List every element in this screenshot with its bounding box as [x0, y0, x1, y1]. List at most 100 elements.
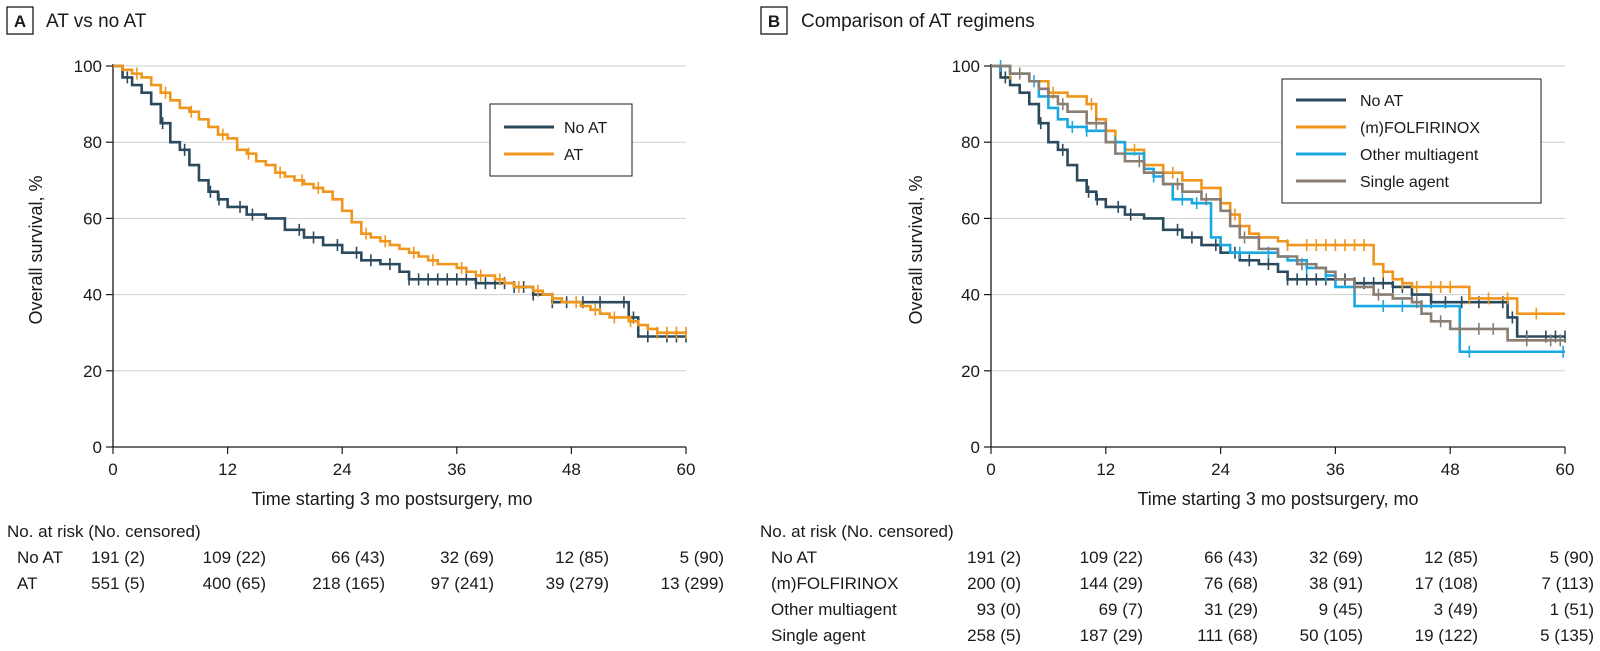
panel-b-risk-row-other-multiagent-label: Other multiagent [771, 600, 897, 619]
panel-b-risk-row-m-folfirinox-value: 76 (68) [1204, 574, 1258, 593]
panel-a-y-axis-label: Overall survival, % [26, 175, 46, 324]
panel-b-y-tick-label-80: 80 [961, 133, 980, 152]
panel-b-risk-row-other-multiagent-value: 9 (45) [1319, 600, 1363, 619]
panel-b-x-tick-label-24: 24 [1211, 460, 1230, 479]
panel-a-risk-row-at-value: 218 (165) [312, 574, 385, 593]
panel-b-risk-row-no-at-value: 109 (22) [1080, 548, 1143, 567]
panel-b-risk-row-no-at-value: 191 (2) [967, 548, 1021, 567]
panel-a-risk-row-no-at-value: 12 (85) [555, 548, 609, 567]
panel-a-risk-row-no-at-label: No AT [17, 548, 63, 567]
panel-b-y-tick-label-20: 20 [961, 362, 980, 381]
panel-b-risk-row-single-agent-value: 5 (135) [1540, 626, 1594, 645]
panel-a-x-tick-label-12: 12 [218, 460, 237, 479]
panel-a-legend-box [489, 103, 633, 177]
panel-a-risk-row-no-at-value: 5 (90) [680, 548, 724, 567]
panel-b-risk-row-m-folfirinox-value: 38 (91) [1309, 574, 1363, 593]
panel-b-risk-row-m-folfirinox-value: 200 (0) [967, 574, 1021, 593]
panel-a-x-tick-label-48: 48 [562, 460, 581, 479]
panel-a-risk-row-at-label: AT [17, 574, 37, 593]
panel-b-risk-row-m-folfirinox-value: 17 (108) [1415, 574, 1478, 593]
panel-b-y-axis: 0 20 40 60 80 100 [952, 57, 992, 457]
panel-b-risk-row-single-agent-label: Single agent [771, 626, 866, 645]
panel-b-risk-row-single-agent-value: 258 (5) [967, 626, 1021, 645]
panel-b-y-tick-label-0: 0 [971, 438, 980, 457]
panel-a-y-axis: 0 20 40 60 80 100 [74, 57, 114, 457]
panel-a-risk-row-at-value: 13 (299) [661, 574, 724, 593]
panel-a-legend: No AT AT [489, 103, 633, 177]
panel-b-y-tick-label-100: 100 [952, 57, 980, 76]
panel-a-risk-row-at-value: 97 (241) [431, 574, 494, 593]
panel-a-x-tick-label-36: 36 [447, 460, 466, 479]
panel-b-risk-row-single-agent-value: 111 (68) [1197, 626, 1258, 645]
panel-b-x-tick-label-60: 60 [1556, 460, 1575, 479]
panel-b-x-tick-label-0: 0 [986, 460, 995, 479]
panel-a-risk-row-no-at-value: 191 (2) [91, 548, 145, 567]
panel-a-risk-row-at-value: 551 (5) [91, 574, 145, 593]
panel-a-y-tick-label-100: 100 [74, 57, 102, 76]
panel-b-legend-label-no-at: No AT [1360, 93, 1404, 110]
panel-b-risk-row-no-at-value: 32 (69) [1309, 548, 1363, 567]
panel-a-x-axis: 0 12 24 36 48 60 [108, 446, 696, 479]
panel-b-risk-table-header: No. at risk (No. censored) [760, 522, 954, 541]
panel-b-risk-row-other-multiagent-value: 1 (51) [1550, 600, 1594, 619]
panel-a-y-tick-label-60: 60 [83, 209, 102, 228]
panel-a-y-tick-label-0: 0 [93, 438, 102, 457]
panel-b-legend: No AT (m)FOLFIRINOX Other multiagent Sin… [1281, 78, 1542, 204]
panel-b-legend-label-single-agent: Single agent [1360, 174, 1450, 191]
panel-b-letter: B [768, 12, 780, 31]
panel-a-risk-table-header: No. at risk (No. censored) [7, 522, 201, 541]
panel-a-gridlines [113, 65, 686, 372]
panel-b-x-axis: 0 12 24 36 48 60 [986, 446, 1575, 479]
panel-b-risk-row-m-folfirinox-value: 7 (113) [1541, 574, 1594, 593]
panel-a-y-tick-label-20: 20 [83, 362, 102, 381]
panel-b-risk-row-m-folfirinox-value: 144 (29) [1080, 574, 1143, 593]
panel-b-letter-box [760, 6, 788, 35]
panel-a-risk-rows: No AT 191 (2) 109 (22) 66 (43) 32 (69) 12 (85… [17, 548, 724, 593]
panel-b-x-tick-label-36: 36 [1326, 460, 1345, 479]
panel-b-x-tick-label-12: 12 [1096, 460, 1115, 479]
panel-b-risk-row-no-at-value: 12 (85) [1424, 548, 1478, 567]
panel-b-risk-row-single-agent-value: 50 (105) [1300, 626, 1363, 645]
panel-a: A AT vs no AT 0 12 24 36 48 60 0 20 40 60 80 100 T… [6, 6, 724, 593]
panel-b-risk-row-single-agent-value: 19 (122) [1415, 626, 1478, 645]
panel-a-risk-row-no-at-value: 109 (22) [203, 548, 266, 567]
panel-b-legend-label-folfirinox: (m)FOLFIRINOX [1360, 120, 1480, 137]
panel-b-x-axis-label: Time starting 3 mo postsurgery, mo [1137, 489, 1418, 509]
panel-a-y-tick-label-80: 80 [83, 133, 102, 152]
panel-a-risk-row-no-at-value: 66 (43) [331, 548, 385, 567]
panel-b-risk-row-no-at-label: No AT [771, 548, 817, 567]
panel-b-risk-row-other-multiagent-value: 3 (49) [1434, 600, 1478, 619]
panel-a-legend-label-at: AT [564, 147, 583, 164]
panel-b-risk-row-single-agent-value: 187 (29) [1080, 626, 1143, 645]
panel-a-x-tick-label-60: 60 [677, 460, 696, 479]
panel-b-risk-row-other-multiagent-value: 69 (7) [1099, 600, 1143, 619]
panel-b-risk-rows: No AT 191 (2) 109 (22) 66 (43) 32 (69) 12 (85… [771, 548, 1594, 645]
panel-b-risk-row-other-multiagent-value: 93 (0) [977, 600, 1021, 619]
panel-b: B Comparison of AT regimens 0 12 24 36 48 60 … [760, 6, 1594, 645]
panel-a-title: AT vs no AT [46, 11, 147, 32]
panel-b-risk-row-other-multiagent-value: 31 (29) [1204, 600, 1258, 619]
panel-a-letter-box [6, 6, 34, 35]
panel-a-curves [113, 64, 687, 343]
panel-b-title: Comparison of AT regimens [801, 11, 1035, 32]
panel-b-x-tick-label-48: 48 [1441, 460, 1460, 479]
panel-b-y-axis-label: Overall survival, % [906, 175, 926, 324]
panel-b-risk-row-no-at-value: 66 (43) [1204, 548, 1258, 567]
panel-a-x-tick-label-24: 24 [333, 460, 352, 479]
panel-b-curve-single-agent [991, 64, 1565, 342]
panel-a-legend-label-no-at: No AT [564, 120, 608, 137]
panel-a-risk-row-no-at-value: 32 (69) [440, 548, 494, 567]
panel-b-risk-table: No. at risk (No. censored) No AT 191 (2) 1… [760, 522, 1594, 645]
panel-b-legend-label-other-multiagent: Other multiagent [1360, 147, 1479, 164]
panel-b-risk-row-m-folfirinox-label: (m)FOLFIRINOX [771, 574, 899, 593]
panel-a-x-axis-label: Time starting 3 mo postsurgery, mo [251, 489, 532, 509]
panel-b-risk-row-no-at-value: 5 (90) [1550, 548, 1594, 567]
panel-b-gridlines [991, 65, 1565, 372]
panel-a-risk-table: No. at risk (No. censored) No AT 191 (2) 1… [7, 522, 724, 593]
panel-a-risk-row-at-value: 400 (65) [203, 574, 266, 593]
panel-b-curve-other-multiagent [991, 64, 1565, 354]
panel-a-x-tick-label-0: 0 [108, 460, 117, 479]
panel-b-y-tick-label-60: 60 [961, 209, 980, 228]
panel-a-y-tick-label-40: 40 [83, 286, 102, 305]
